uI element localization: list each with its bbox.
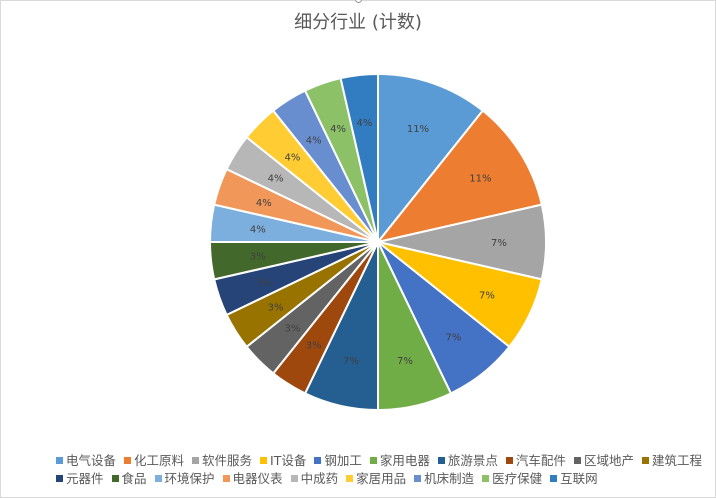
data-label-13: 4%	[250, 224, 266, 235]
legend-label: 互联网	[560, 471, 598, 486]
pie-slice-2[interactable]	[375, 109, 543, 244]
legend-item-11[interactable]: 元器件	[56, 470, 104, 488]
legend-label: 汽车配件	[515, 453, 566, 468]
legend-item-9[interactable]: 区域地产	[573, 452, 634, 470]
data-label-12: 3%	[250, 252, 266, 263]
legend-item-2[interactable]: 化工原料	[124, 452, 184, 470]
data-label-6: 7%	[397, 356, 413, 367]
legend-swatch-icon	[346, 475, 354, 482]
legend-swatch-icon	[414, 475, 422, 482]
legend-item-10[interactable]: 建筑工程	[641, 452, 702, 470]
data-label-17: 4%	[306, 136, 322, 147]
legend-item-5[interactable]: 钢加工	[314, 452, 362, 470]
data-label-14: 4%	[256, 198, 272, 209]
data-label-2: 11%	[469, 174, 491, 185]
legend-item-13[interactable]: 环境保护	[154, 470, 215, 488]
legend-label: 建筑工程	[651, 453, 702, 468]
legend-label: 软件服务	[202, 453, 253, 468]
data-label-1: 11%	[407, 124, 429, 135]
legend-swatch-icon	[505, 457, 513, 464]
data-label-18: 4%	[330, 124, 346, 135]
legend-swatch-icon	[56, 457, 63, 464]
legend-item-14[interactable]: 电器仪表	[222, 470, 283, 488]
legend-item-7[interactable]: 旅游景点	[437, 452, 498, 470]
legend-swatch-icon	[124, 457, 132, 464]
legend-swatch-icon	[641, 457, 649, 464]
legend-item-6[interactable]: 家用电器	[369, 452, 430, 470]
data-label-11: 3%	[256, 278, 272, 289]
legend-item-4[interactable]: IT设备	[260, 452, 306, 470]
pie-slice-19[interactable]	[339, 72, 379, 243]
legend-swatch-icon	[369, 457, 377, 464]
legend-label: 环境保护	[164, 471, 215, 486]
legend-label: 电气设备	[66, 453, 117, 468]
legend-swatch-icon	[290, 475, 298, 482]
legend-label: 医疗保健	[492, 471, 543, 486]
data-label-10: 3%	[268, 302, 284, 313]
legend-item-15[interactable]: 中成药	[290, 470, 339, 488]
legend-swatch-icon	[314, 457, 322, 464]
chart-legend: 电气设备 化工原料 软件服务 IT设备 钢加工 家用电器 旅游景点 汽车配件 区域地产 建筑工程元…	[56, 452, 716, 488]
legend-label: 区域地产	[583, 453, 634, 468]
data-label-8: 3%	[306, 340, 322, 351]
legend-item-8[interactable]: 汽车配件	[505, 452, 566, 470]
legend-item-1[interactable]: 电气设备	[56, 452, 116, 470]
pie-slice-1[interactable]	[377, 72, 485, 245]
legend-item-12[interactable]: 食品	[111, 470, 147, 488]
legend-swatch-icon	[550, 475, 558, 482]
legend-item-16[interactable]: 家居用品	[346, 470, 406, 488]
legend-label: 电器仪表	[232, 471, 283, 486]
legend-label: 食品	[121, 471, 147, 486]
data-label-7: 7%	[343, 356, 359, 367]
legend-item-17[interactable]: 机床制造	[414, 470, 474, 488]
legend-swatch-icon	[56, 475, 63, 482]
data-label-5: 7%	[445, 333, 461, 344]
chart-title: 细分行业 (计数)	[294, 12, 422, 33]
legend-swatch-icon	[482, 475, 490, 482]
legend-item-3[interactable]: 软件服务	[192, 452, 252, 470]
legend-label: 家用电器	[379, 453, 430, 468]
data-label-16: 4%	[285, 152, 301, 163]
legend-swatch-icon	[437, 457, 445, 464]
data-label-3: 7%	[491, 238, 507, 249]
data-label-15: 4%	[268, 174, 284, 185]
legend-label: IT设备	[270, 453, 307, 468]
legend-swatch-icon	[573, 457, 581, 464]
data-label-4: 7%	[479, 290, 495, 301]
legend-swatch-icon	[111, 475, 119, 482]
legend-label: 机床制造	[424, 471, 475, 486]
legend-label: 旅游景点	[447, 453, 498, 468]
legend-label: 化工原料	[134, 453, 185, 468]
data-label-9: 3%	[285, 324, 301, 335]
data-label-19: 4%	[357, 118, 373, 129]
legend-item-18[interactable]: 医疗保健	[482, 470, 542, 488]
legend-swatch-icon	[222, 475, 230, 482]
legend-swatch-icon	[154, 475, 162, 482]
legend-label: 钢加工	[324, 453, 362, 468]
legend-label: 家居用品	[356, 471, 407, 486]
legend-swatch-icon	[260, 457, 268, 464]
legend-item-19[interactable]: 互联网	[550, 470, 598, 488]
legend-swatch-icon	[192, 457, 200, 464]
legend-label: 元器件	[66, 471, 104, 486]
legend-label: 中成药	[300, 471, 339, 486]
